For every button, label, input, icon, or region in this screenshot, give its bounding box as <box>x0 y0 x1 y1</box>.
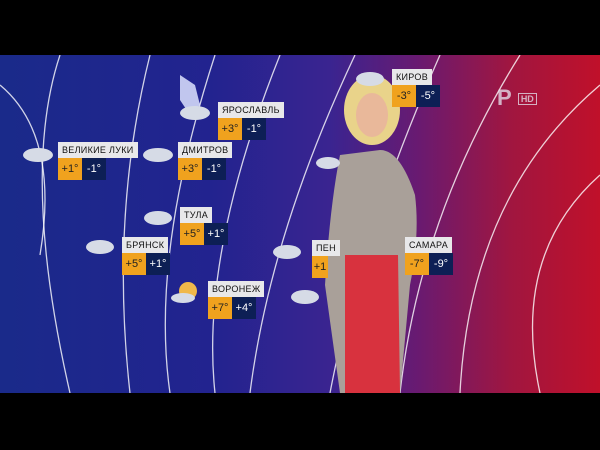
isobar <box>249 55 356 393</box>
presenter <box>325 75 417 393</box>
city-card-bryansk: БРЯНСК +5° +1° <box>122 235 170 275</box>
isobar <box>531 174 600 393</box>
weather-map: Р HD ВЕЛИКИЕ ЛУКИ +1° -1° ЯРОСЛАВЛЬ +3° -1… <box>0 55 600 393</box>
city-card-tula: ТУЛА +5° +1° <box>180 205 228 245</box>
isobar <box>399 55 521 393</box>
city-card-voronezh: ВОРОНЕЖ +7° +4° <box>208 279 265 319</box>
lake-shape <box>180 75 200 115</box>
city-card-yaroslavl: ЯРОСЛАВЛЬ +3° -1° <box>218 100 284 140</box>
isobar <box>122 55 151 393</box>
isobar <box>459 84 600 393</box>
city-card-velikie-luki: ВЕЛИКИЕ ЛУКИ +1° -1° <box>58 140 138 180</box>
city-card-samara: САМАРА -7° -9° <box>405 235 453 275</box>
city-card-dmitrov: ДМИТРОВ +3° -1° <box>178 140 233 180</box>
channel-logo: Р HD <box>497 85 537 111</box>
city-card-penza-partial: ПЕН +1 <box>312 238 340 278</box>
isobar <box>41 55 71 393</box>
city-card-kirov: КИРОВ -3° -5° <box>392 67 440 107</box>
